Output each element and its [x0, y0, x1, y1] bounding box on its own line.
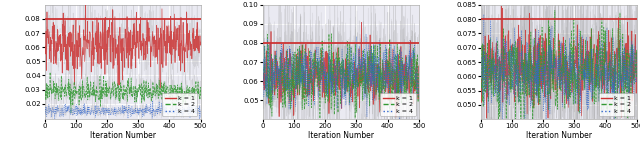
Legend: k = 1, k = 2, k = 4: k = 1, k = 2, k = 4 — [163, 93, 198, 116]
X-axis label: Iteration Number: Iteration Number — [308, 131, 374, 140]
X-axis label: Iteration Number: Iteration Number — [526, 131, 592, 140]
Legend: k = 1, k = 2, k = 4: k = 1, k = 2, k = 4 — [380, 93, 415, 116]
X-axis label: Iteration Number: Iteration Number — [90, 131, 156, 140]
Legend: k = 1, k = 2, k = 4: k = 1, k = 2, k = 4 — [598, 93, 634, 116]
